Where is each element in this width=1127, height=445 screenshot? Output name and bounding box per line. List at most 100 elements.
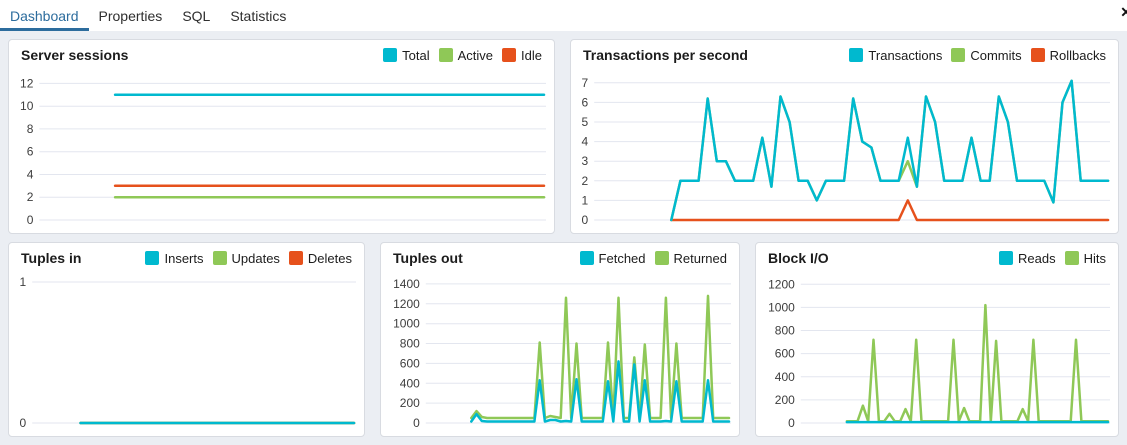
panel-header: Server sessions Total Active Idle [9,40,554,63]
legend-label: Idle [521,47,542,63]
legend-item-deletes: Deletes [288,250,352,266]
tab-properties[interactable]: Properties [98,7,163,24]
legend: Fetched Returned [579,250,727,266]
legend-swatch-icon [502,48,517,62]
chart-plot: 1400 1200 1000 800 600 400 200 0 [393,277,731,430]
legend-label: Transactions [868,47,943,63]
svg-text:400: 400 [400,376,420,390]
legend-label: Active [457,47,494,63]
svg-text:0: 0 [582,213,589,227]
legend-swatch-icon [438,48,453,62]
svg-text:600: 600 [775,347,795,361]
chart-row-top: Server sessions Total Active Idle 12 10 8 6 4 2… [8,39,1119,234]
legend-item-rollbacks: Rollbacks [1030,47,1106,63]
chart-plot: 7 6 5 4 3 2 1 0 [582,76,1110,227]
panel-server-sessions: Server sessions Total Active Idle 12 10 8 6 4 2… [8,39,555,234]
legend-swatch-icon [145,251,160,265]
legend-item-commits: Commits [951,47,1022,63]
svg-text:12: 12 [20,76,34,90]
legend-item-updates: Updates [212,250,280,266]
legend: Reads Hits [999,251,1106,266]
tab-sql[interactable]: SQL [182,7,211,24]
svg-text:1000: 1000 [768,300,795,314]
legend-swatch-icon [288,251,303,265]
legend-item-reads: Reads [999,251,1056,266]
svg-text:0: 0 [788,416,795,430]
server-sessions-chart: 12 10 8 6 4 2 0 [11,64,548,229]
transactions-per-second-chart: 7 6 5 4 3 2 1 0 [573,64,1112,229]
svg-text:7: 7 [582,76,589,90]
chart-plot: 12 10 8 6 4 2 0 [20,76,546,227]
legend: Total Active Idle [383,48,542,63]
svg-text:200: 200 [400,396,420,410]
svg-text:4: 4 [582,135,589,149]
legend-label: Hits [1083,250,1106,266]
svg-text:600: 600 [400,356,420,370]
dashboard-content: Server sessions Total Active Idle 12 10 8 6 4 2… [0,31,1127,445]
panel-header: Block I/O Reads Hits [756,243,1118,266]
legend-item-inserts: Inserts [145,250,204,266]
legend-swatch-icon [579,251,594,265]
svg-text:1400: 1400 [393,277,420,291]
block-io-chart: 1200 1000 800 600 400 200 0 [758,267,1112,432]
legend-item-hits: Hits [1064,250,1106,266]
panel-title: Tuples out [393,250,463,266]
legend-label: Rollbacks [1049,47,1106,63]
svg-text:1: 1 [582,193,589,207]
tuples-out-chart: 1400 1200 1000 800 600 400 200 0 [383,267,733,432]
panel-header: Transactions per second Transactions Comm… [571,40,1118,63]
tab-dashboard[interactable]: Dashboard [0,0,89,31]
svg-text:2: 2 [27,190,34,204]
svg-text:6: 6 [27,145,34,159]
panel-title: Block I/O [768,250,829,266]
svg-text:1: 1 [20,275,27,289]
legend-swatch-icon [1030,48,1045,62]
svg-text:0: 0 [20,416,27,430]
panel-block-io: Block I/O Reads Hits 1200 1000 800 600 400 200… [755,242,1119,437]
svg-text:200: 200 [775,393,795,407]
panel-title: Server sessions [21,47,129,63]
svg-text:3: 3 [582,154,589,168]
legend-item-idle: Idle [502,48,542,63]
legend-swatch-icon [849,48,864,62]
svg-text:5: 5 [582,115,589,129]
svg-text:10: 10 [20,99,34,113]
legend-label: Returned [673,250,727,266]
legend-label: Reads [1018,250,1056,266]
legend-swatch-icon [1064,251,1079,265]
svg-text:0: 0 [413,416,420,430]
close-icon[interactable]: ✕ [1120,4,1127,20]
svg-text:2: 2 [582,174,589,188]
legend: Transactions Commits Rollbacks [849,48,1106,63]
panel-title: Transactions per second [583,47,748,63]
legend-item-returned: Returned [654,250,727,266]
legend-label: Commits [970,47,1022,63]
svg-text:0: 0 [27,213,34,227]
legend-item-active: Active [438,47,494,63]
svg-text:1200: 1200 [393,297,420,311]
panel-header: Tuples in Inserts Updates Deletes [9,243,364,266]
legend-swatch-icon [999,251,1014,265]
legend: Inserts Updates Deletes [145,251,352,266]
legend-swatch-icon [654,251,669,265]
legend-label: Inserts [164,250,204,266]
svg-text:1000: 1000 [393,317,420,331]
panel-transactions-per-second: Transactions per second Transactions Comm… [570,39,1119,234]
svg-text:1200: 1200 [768,277,795,291]
svg-text:8: 8 [27,122,34,136]
chart-plot: 10 [20,275,356,430]
legend-swatch-icon [383,48,398,62]
panel-tuples-out: Tuples out Fetched Returned 1400 1200 1000 8… [380,242,740,437]
legend-label: Deletes [307,250,352,266]
legend-item-transactions: Transactions [849,48,942,63]
tab-statistics[interactable]: Statistics [230,7,287,24]
legend-swatch-icon [951,48,966,62]
chart-plot: 1200 1000 800 600 400 200 0 [768,277,1110,430]
svg-text:400: 400 [775,370,795,384]
legend-label: Updates [231,250,280,266]
svg-text:800: 800 [775,324,795,338]
